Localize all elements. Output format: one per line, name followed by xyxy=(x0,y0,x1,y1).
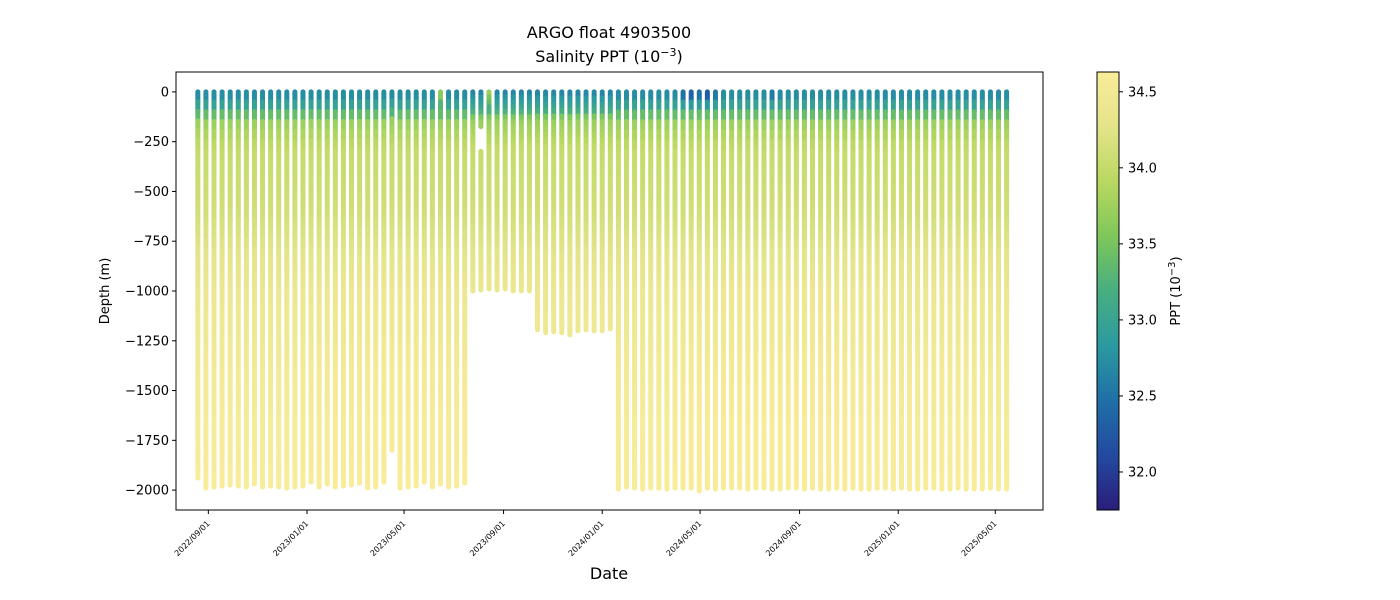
y-tick-label: −250 xyxy=(133,135,169,150)
colorbar-tick-label: 32.5 xyxy=(1128,389,1157,404)
x-tick-label: 2024/01/01 xyxy=(567,519,606,558)
x-tick-label: 2025/01/01 xyxy=(863,519,902,558)
y-tick-label: −500 xyxy=(133,185,169,200)
colorbar: 32.0 32.5 33.0 33.5 34.0 34.5 xyxy=(1096,71,1157,511)
y-tick-label: −2000 xyxy=(125,484,169,499)
x-tick-label: 2024/05/01 xyxy=(665,519,704,558)
x-tick-label: 2023/01/01 xyxy=(271,519,310,558)
profiles-group xyxy=(195,89,1010,494)
y-tick-label: −1500 xyxy=(125,384,169,399)
y-tick-label: 0 xyxy=(161,85,169,100)
y-tick-label: −1000 xyxy=(125,285,169,300)
y-tick-label: −1250 xyxy=(125,334,169,349)
y-axis-label: Depth (m) xyxy=(98,258,113,325)
y-tick-label: −1750 xyxy=(125,434,169,449)
x-tick-label: 2022/09/01 xyxy=(173,519,212,558)
colorbar-tick-label: 34.0 xyxy=(1128,161,1157,176)
x-tick-label: 2023/09/01 xyxy=(468,519,507,558)
colorbar-gradient xyxy=(1096,71,1120,511)
x-tick-label: 2023/05/01 xyxy=(369,519,408,558)
colorbar-ticks: 32.0 32.5 33.0 33.5 34.0 34.5 xyxy=(1119,85,1157,480)
y-tick-label: −750 xyxy=(133,235,169,250)
x-tick-label: 2024/09/01 xyxy=(764,519,803,558)
y-axis: 0 −250 −500 −750 −1000 −1250 −1500 −1750 −2000 xyxy=(125,85,176,499)
x-axis-label: Date xyxy=(590,564,628,583)
colorbar-tick-label: 34.5 xyxy=(1128,85,1157,100)
colorbar-tick-label: 33.0 xyxy=(1128,313,1157,328)
colorbar-label: PPT (10−3) xyxy=(1167,256,1184,325)
chart-subtitle: Salinity PPT (10−3) xyxy=(535,46,683,66)
x-axis: 2022/09/01 2023/01/01 2023/05/01 2023/09/01… xyxy=(173,510,999,558)
colorbar-tick-label: 32.0 xyxy=(1128,465,1157,480)
plot-area: 0 −250 −500 −750 −1000 −1250 −1500 −1750 −2000 2… xyxy=(125,71,1044,558)
chart-title: ARGO float 4903500 xyxy=(527,23,691,42)
x-tick-label: 2025/05/01 xyxy=(960,519,999,558)
colorbar-tick-label: 33.5 xyxy=(1128,237,1157,252)
